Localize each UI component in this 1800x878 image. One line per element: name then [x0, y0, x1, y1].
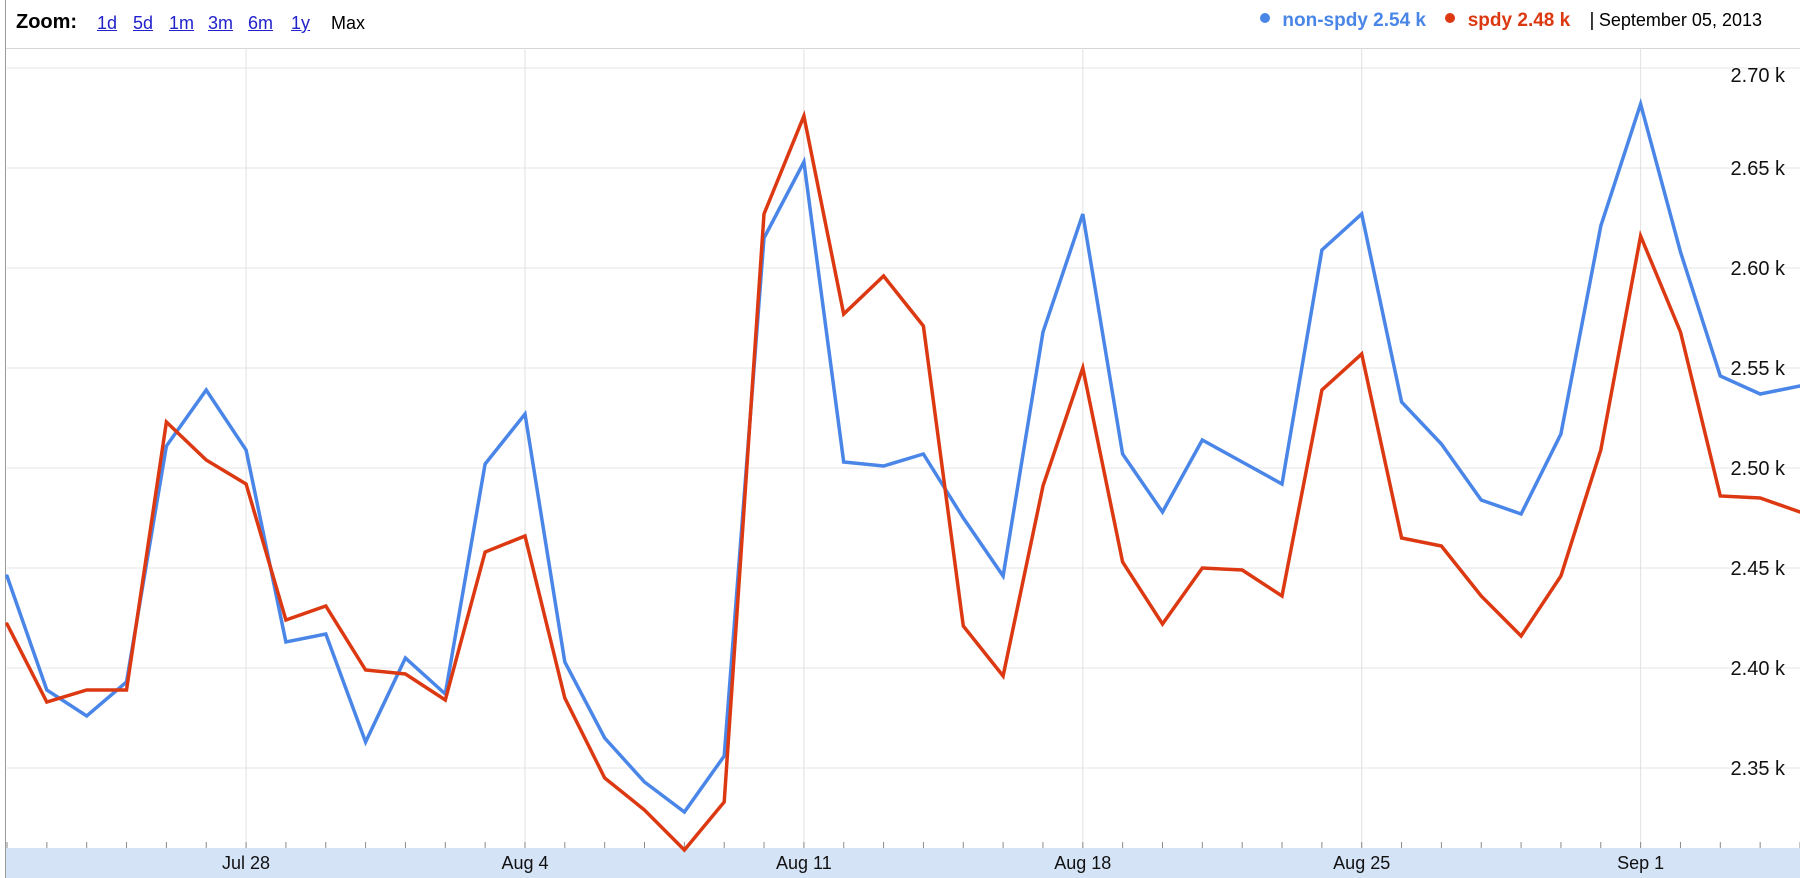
x-tick-label: Jul 28	[222, 853, 270, 873]
x-tick-label: Aug 25	[1333, 853, 1390, 873]
y-tick-label: 2.50 k	[1731, 458, 1786, 480]
y-axis-labels: 2.35 k 2.40 k 2.45 k 2.50 k 2.55 k 2.60 k 2.65…	[1731, 65, 1786, 780]
y-tick-label: 2.60 k	[1731, 258, 1786, 280]
legend-dot-spdy	[1445, 13, 1456, 23]
legend-value-spdy: 2.48 k	[1517, 10, 1571, 31]
zoom-1y-link[interactable]: 1y	[291, 13, 311, 33]
legend-name-spdy: spdy	[1467, 10, 1513, 31]
legend-item-non-spdy[interactable]: non-spdy 2.54 k	[1282, 10, 1431, 31]
zoom-max-selected: Max	[331, 13, 366, 33]
zoom-1d-link[interactable]: 1d	[97, 13, 118, 33]
x-tick-label: Aug 11	[776, 853, 832, 873]
series-lines	[5, 97, 1800, 853]
y-tick-label: 2.40 k	[1731, 658, 1786, 680]
zoom-1m-link[interactable]: 1m	[169, 13, 195, 33]
legend-date: September 05, 2013	[1598, 10, 1762, 30]
legend-item-spdy[interactable]: spdy 2.48 k	[1468, 10, 1576, 31]
gridlines	[7, 48, 1800, 848]
y-tick-label: 2.55 k	[1731, 358, 1786, 380]
chart-frame	[5, 0, 1799, 878]
zoom-3m-link[interactable]: 3m	[208, 13, 234, 33]
legend-separator: |	[1589, 10, 1595, 31]
x-axis-bar[interactable]	[6, 848, 1800, 878]
y-tick-label: 2.45 k	[1731, 558, 1786, 580]
zoom-label: Zoom:	[16, 11, 78, 33]
legend-name-non-spdy: non-spdy	[1282, 10, 1368, 31]
chart-toolbar: Zoom: 1d 5d 1m 3m 6m 1y Max non-spdy 2.5…	[6, 0, 1800, 49]
legend-value-non-spdy: 2.54 k	[1373, 10, 1426, 31]
x-axis-ticks	[6, 842, 1800, 848]
x-tick-label: Aug 18	[1054, 853, 1111, 873]
y-tick-label: 2.65 k	[1731, 158, 1786, 180]
x-axis-labels: Jul 28 Aug 4 Aug 11 Aug 18 Aug 25 Sep 1	[222, 853, 1664, 873]
legend-dot-non-spdy	[1259, 13, 1270, 23]
chart-legend: non-spdy 2.54 k spdy 2.48 k | September …	[1259, 10, 1762, 38]
zoom-5d-link[interactable]: 5d	[133, 13, 154, 33]
y-tick-label: 2.35 k	[1731, 758, 1786, 780]
y-tick-label: 2.70 k	[1731, 65, 1786, 87]
series-line-non-spdy	[5, 97, 1800, 815]
x-tick-label: Sep 1	[1617, 853, 1664, 873]
zoom-6m-link[interactable]: 6m	[248, 13, 274, 33]
x-tick-label: Aug 4	[501, 853, 548, 873]
series-line-spdy	[5, 109, 1800, 853]
